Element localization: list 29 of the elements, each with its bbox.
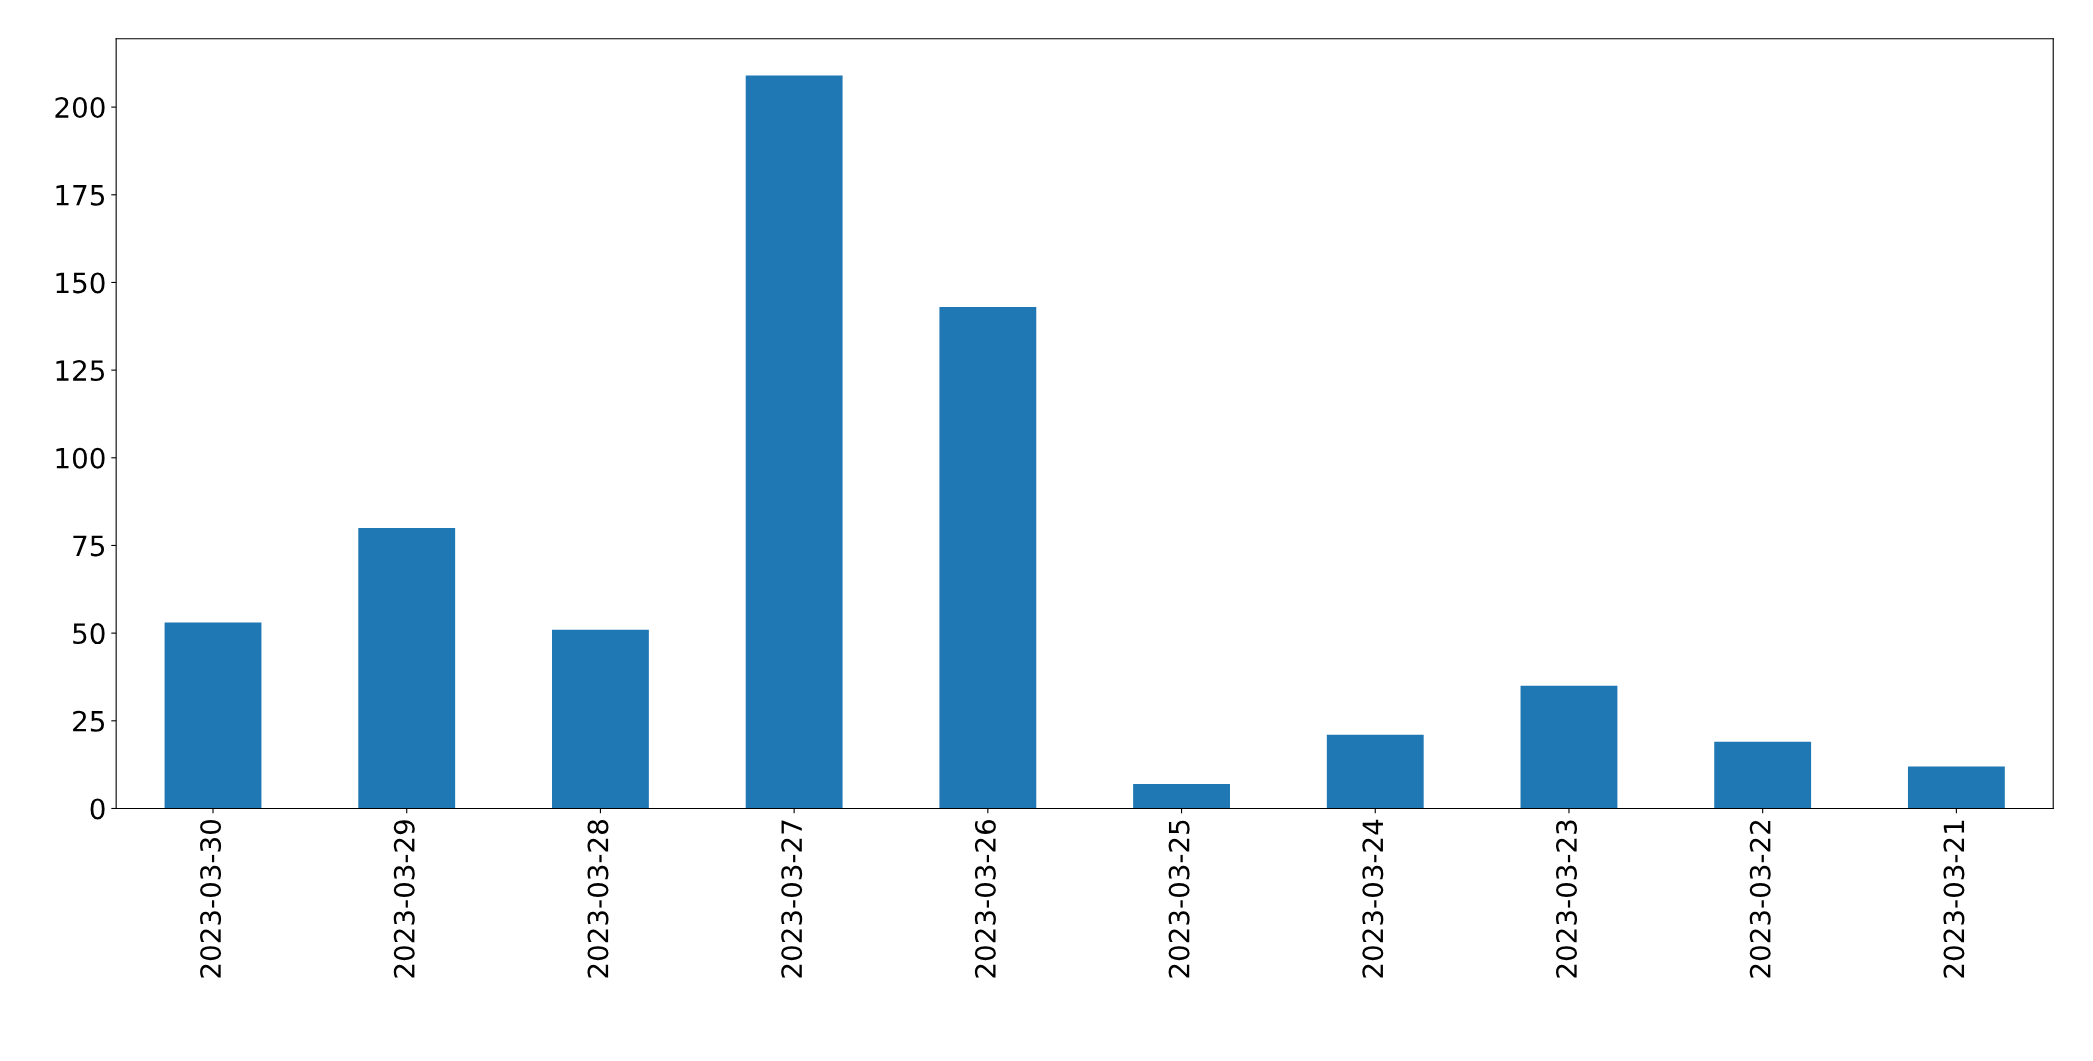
y-tick-label: 200 (55, 97, 105, 119)
x-tick-label: 2023-03-26 (974, 819, 996, 978)
bar (1714, 741, 1812, 809)
x-tick-label: 2023-03-28 (587, 820, 609, 978)
y-tick-label: 0 (90, 798, 105, 820)
bar (1907, 766, 2005, 809)
bar (358, 527, 456, 809)
bar (1326, 734, 1424, 809)
y-tick-label: 75 (73, 535, 105, 557)
x-tick-label: 2023-03-22 (1749, 820, 1771, 978)
x-tick-label: 2023-03-21 (1943, 820, 1965, 978)
bar (164, 622, 262, 809)
x-tick-label: 2023-03-27 (781, 820, 803, 978)
x-tick-label: 2023-03-25 (1168, 820, 1190, 978)
x-tick-label: 2023-03-23 (1556, 820, 1578, 978)
y-tick-label: 100 (56, 447, 105, 469)
x-tick-label: 2023-03-24 (1362, 819, 1384, 978)
bar (552, 629, 649, 809)
x-tick-label: 2023-03-30 (200, 820, 222, 978)
y-tick-label: 125 (56, 360, 105, 382)
bar (745, 75, 843, 809)
y-tick-label: 175 (56, 185, 105, 206)
x-tick-label: 2023-03-29 (393, 820, 415, 978)
y-tick-label: 50 (73, 623, 105, 645)
bar (939, 307, 1037, 809)
y-tick-label: 150 (56, 272, 105, 294)
y-tick-label: 25 (73, 710, 105, 732)
bar (1133, 783, 1230, 809)
bar (1520, 685, 1618, 809)
